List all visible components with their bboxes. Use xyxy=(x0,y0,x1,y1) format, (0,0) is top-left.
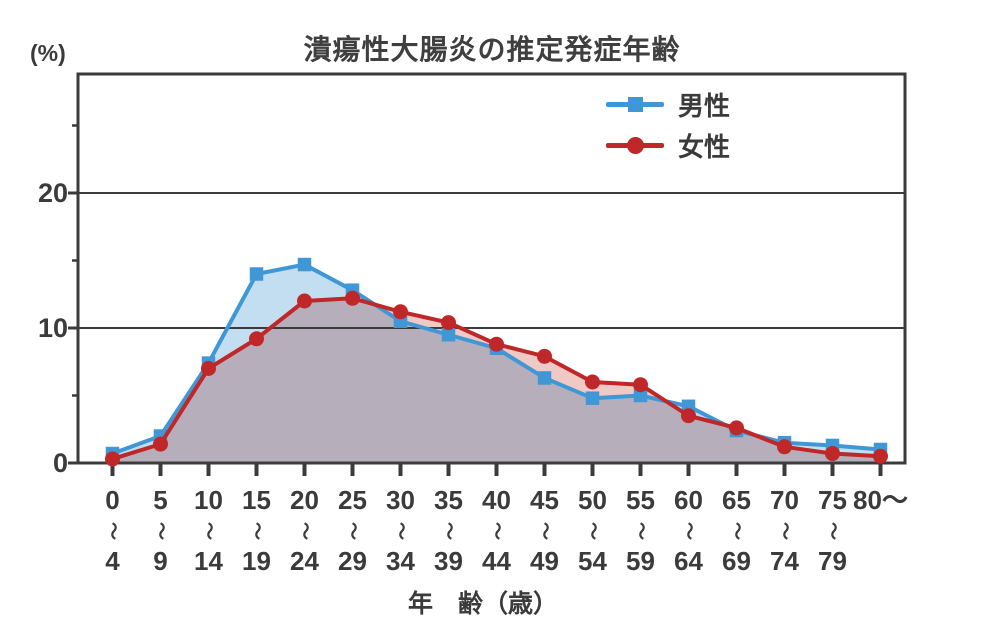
male-marker xyxy=(249,267,264,281)
female-marker xyxy=(105,451,120,467)
female-marker xyxy=(441,315,456,331)
x-tick-label: 35 〜 39 xyxy=(417,484,481,576)
female-marker xyxy=(345,290,360,306)
female-marker xyxy=(777,439,792,455)
male-series-line-square-icon xyxy=(606,97,664,112)
legend-item-female: 女性 xyxy=(606,125,730,166)
male-marker xyxy=(633,388,648,403)
female-series-line-circle-icon xyxy=(606,137,664,154)
x-tick-label: 45 〜 49 xyxy=(513,484,577,576)
x-tick-label: 25 〜 29 xyxy=(321,484,385,576)
female-marker xyxy=(489,336,504,352)
x-tick-label: 70 〜 74 xyxy=(753,484,817,576)
female-marker xyxy=(585,374,600,390)
x-tick-label: 60 〜 64 xyxy=(657,484,721,576)
y-tick-label-10: 10 xyxy=(37,313,68,343)
female-marker xyxy=(729,420,744,436)
x-tick-label: 65 〜 69 xyxy=(705,484,769,576)
female-marker xyxy=(249,331,264,347)
female-marker xyxy=(681,408,696,424)
x-tick-label: 50 〜 54 xyxy=(561,484,625,576)
female-marker xyxy=(633,377,648,393)
female-marker xyxy=(537,348,552,364)
female-marker xyxy=(873,448,888,464)
y-tick-label-0: 0 xyxy=(52,448,68,478)
x-tick-label: 30 〜 34 xyxy=(369,484,433,576)
female-marker xyxy=(825,446,840,462)
x-tick-label: 15 〜 19 xyxy=(225,484,289,576)
female-marker xyxy=(153,436,168,452)
chart-title: 潰瘍性大腸炎の推定発症年齢 xyxy=(303,34,681,65)
female-marker xyxy=(393,304,408,320)
wave-dash-icon: 〜 xyxy=(822,522,843,540)
x-tick-label: 10 〜 14 xyxy=(177,484,241,576)
x-tick-label: 75 〜 79 xyxy=(801,484,865,576)
legend-item-male: 男性 xyxy=(606,84,730,125)
legend-label-male: 男性 xyxy=(678,91,731,121)
plot-frame xyxy=(76,72,907,465)
male-marker xyxy=(585,391,600,405)
x-tick-label: 40 〜 44 xyxy=(465,484,529,576)
x-tick-label: 20 〜 24 xyxy=(273,484,337,576)
y-axis-unit-label: (%) xyxy=(30,40,66,66)
male-marker xyxy=(537,371,552,385)
legend: 男性 女性 xyxy=(606,84,730,166)
legend-label-female: 女性 xyxy=(678,132,731,162)
x-tick-label: 5 〜 9 xyxy=(129,484,193,576)
female-marker xyxy=(297,293,312,309)
y-tick-label-20: 20 xyxy=(37,178,68,208)
male-marker xyxy=(441,328,456,342)
x-tick-label: 80～ xyxy=(853,485,908,515)
x-tick-label: 55 〜 59 xyxy=(609,484,673,576)
female-marker xyxy=(201,361,216,376)
male-marker xyxy=(297,257,312,272)
x-tick-label: 0 〜 4 xyxy=(81,484,145,576)
x-axis-title: 年 齢（歳） xyxy=(407,590,558,618)
